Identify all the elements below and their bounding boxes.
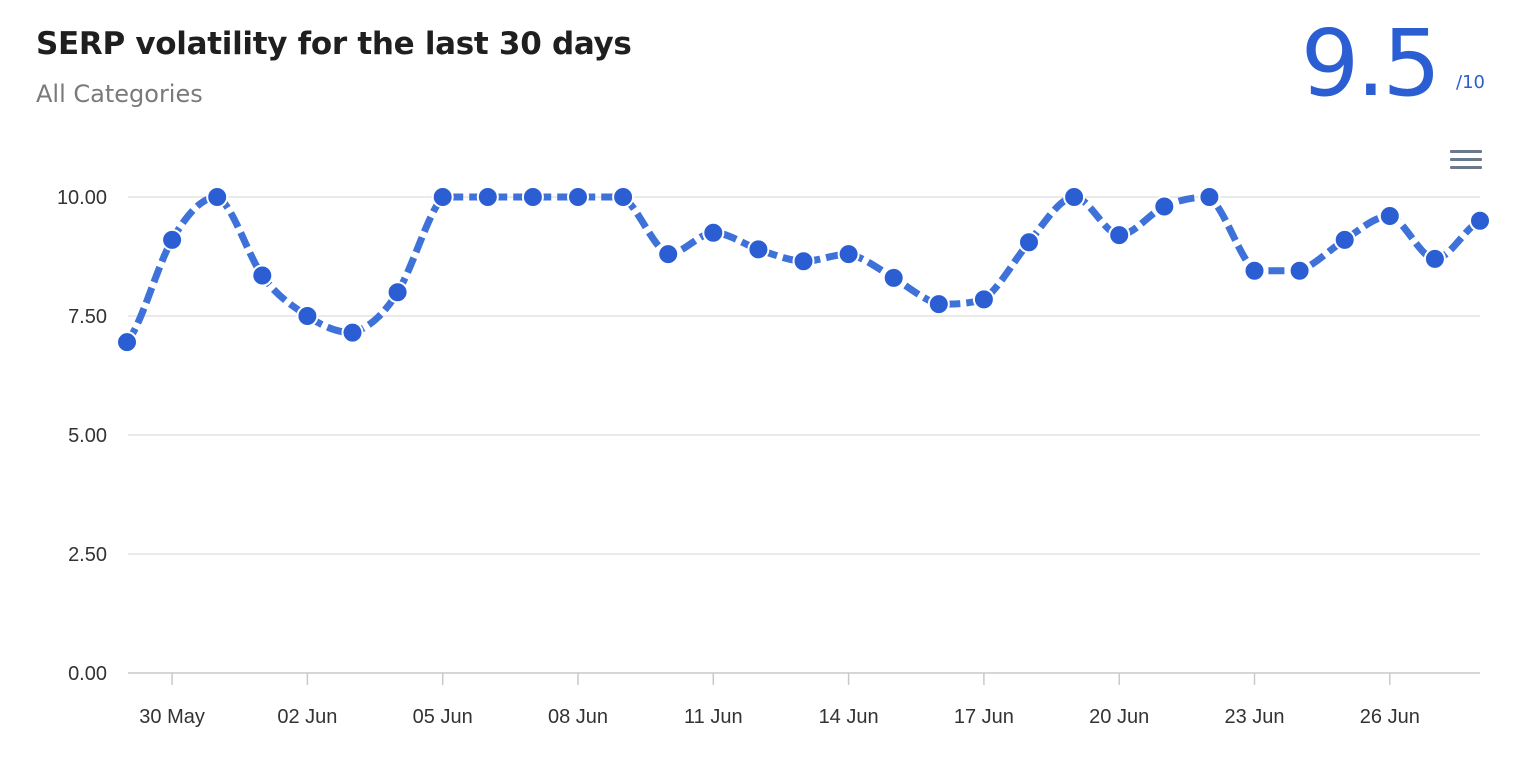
chart-subtitle: All Categories [36,80,203,108]
data-point [1243,259,1266,282]
data-point [702,221,725,244]
data-point [657,243,680,266]
y-tick-label: 2.50 [68,544,107,566]
data-point [1063,186,1086,208]
data-point [567,186,589,208]
x-tick-label: 08 Jun [548,706,608,728]
y-tick-label: 10.00 [57,187,107,209]
data-point [206,186,229,208]
x-tick-label: 26 Jun [1360,706,1420,728]
x-tick-label: 05 Jun [413,706,473,728]
data-point [161,228,184,251]
hamburger-menu-icon[interactable] [1450,150,1482,174]
data-point [747,238,770,261]
x-tick-label: 23 Jun [1224,706,1284,728]
data-point [341,321,364,344]
data-point [431,186,454,208]
data-point [972,288,995,311]
x-tick-label: 02 Jun [277,706,337,728]
data-point [1333,228,1356,251]
data-point [1378,205,1401,228]
data-point [792,250,815,273]
data-point [882,266,905,289]
x-tick-label: 11 Jun [684,706,743,728]
data-point [296,305,319,327]
data-point [1198,186,1221,208]
data-point [476,186,499,208]
y-tick-label: 5.00 [68,425,107,447]
x-tick-label: 20 Jun [1089,706,1149,728]
y-tick-label: 0.00 [68,663,107,685]
data-point [1423,247,1446,270]
data-point [1153,195,1176,218]
volatility-score-max: /10 [1456,72,1485,93]
data-point [251,264,274,287]
x-tick-label: 17 Jun [954,706,1014,728]
volatility-score: 9.5 [1300,10,1441,117]
data-point [521,186,544,208]
data-point [927,293,950,316]
x-tick-label: 14 Jun [819,706,879,728]
data-point [1288,259,1311,282]
data-point [116,331,138,354]
data-point [386,281,409,304]
data-point [837,243,860,266]
data-point [1018,231,1040,254]
y-tick-label: 7.50 [68,306,107,328]
data-point [612,186,635,208]
chart-title: SERP volatility for the last 30 days [36,26,632,62]
data-point [1469,209,1491,232]
data-point [1108,224,1131,247]
x-tick-label: 30 May [139,706,205,728]
